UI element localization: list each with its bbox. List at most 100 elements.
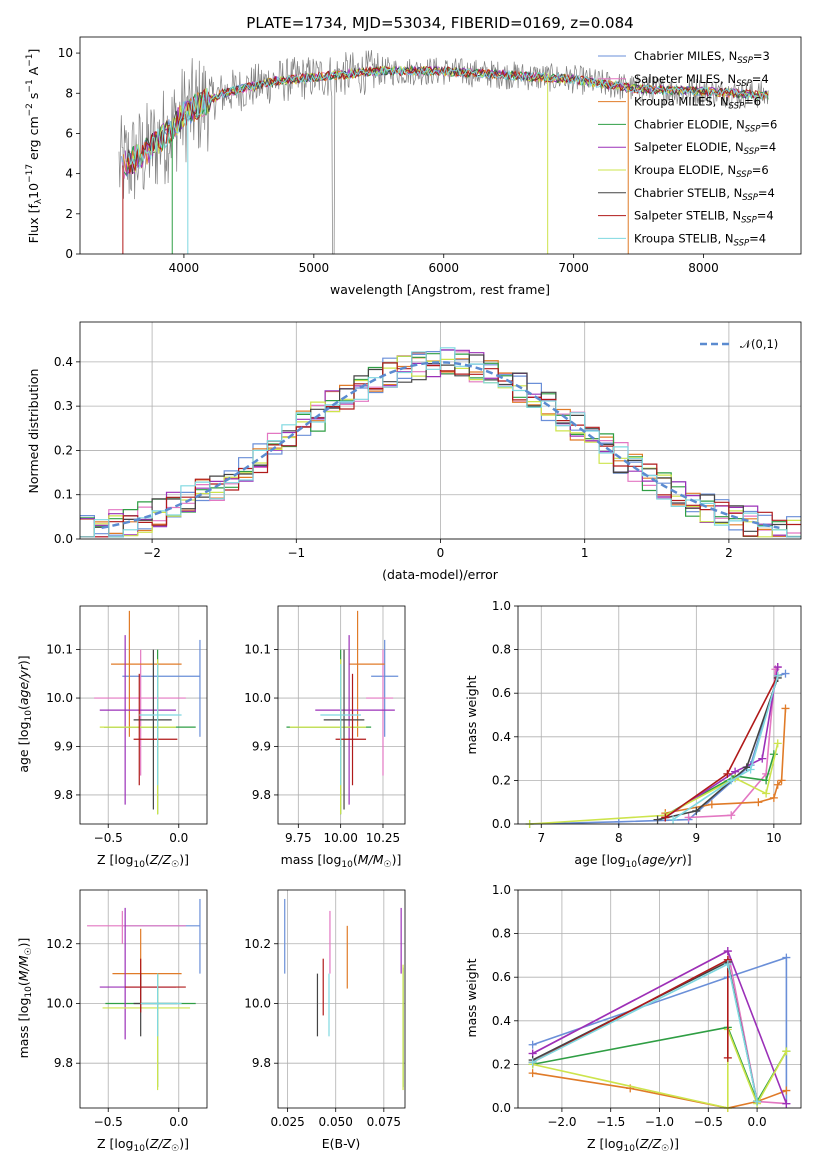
y-tick-label: 10.2 bbox=[46, 937, 73, 951]
y-tick-label: 4 bbox=[65, 167, 73, 181]
y-tick-label: 0.2 bbox=[54, 443, 73, 457]
x-tick-label: 0.0 bbox=[169, 831, 188, 845]
histogram-step bbox=[80, 352, 801, 538]
x-tick-label: 0 bbox=[437, 546, 445, 560]
agemass-xlabel: mass [log10(M/M☉)] bbox=[281, 852, 402, 870]
x-tick-label: −1 bbox=[287, 546, 305, 560]
y-tick-label: 0.2 bbox=[492, 1057, 511, 1071]
mwZ-ylabel: mass weight bbox=[464, 958, 479, 1037]
spectrum-title: PLATE=1734, MJD=53034, FIBERID=0169, z=0… bbox=[246, 14, 633, 32]
mass-weight-marker bbox=[782, 1086, 791, 1095]
x-tick-label: 8 bbox=[615, 831, 623, 845]
mass-weight-marker bbox=[754, 798, 763, 807]
y-tick-label: 0.8 bbox=[492, 927, 511, 941]
spectrum-model-traces bbox=[121, 65, 769, 254]
mass-weight-marker bbox=[773, 671, 782, 680]
y-tick-label: 9.8 bbox=[252, 1056, 271, 1070]
legend-label: Chabrier STELIB, NSSP=4 bbox=[634, 186, 775, 203]
spectrum-ylabel: Flux [fλ10−17 erg cm−2 s−1 A−1] bbox=[25, 49, 44, 244]
mass-weight-marker bbox=[723, 960, 732, 969]
y-tick-label: 10.2 bbox=[244, 937, 271, 951]
normal-legend-label: 𝒩(0,1) bbox=[740, 337, 778, 351]
y-tick-label: 10.1 bbox=[46, 643, 73, 657]
x-tick-label: −0.5 bbox=[94, 831, 123, 845]
x-tick-label: −1.0 bbox=[645, 1115, 674, 1129]
massweight-vs-Z-panel: −2.0 −1.5 −1.0 −0.5 0.0 0.0 0.2 0.4 0.6 0.8 1.0 bbox=[492, 883, 802, 1129]
mwage-xlabel: age [log10(age/yr)] bbox=[574, 852, 691, 870]
y-tick-label: 8 bbox=[65, 86, 73, 100]
x-tick-label: 10 bbox=[766, 831, 781, 845]
mass-weight-marker bbox=[762, 789, 771, 798]
y-tick-label: 0.4 bbox=[492, 730, 511, 744]
mass-vs-Z-panel: −0.5 0.0 9.8 10.0 10.2 bbox=[46, 889, 208, 1129]
y-tick-label: 0.2 bbox=[492, 773, 511, 787]
ageZ-xlabel: Z [log10(Z/Z☉)] bbox=[97, 852, 189, 870]
massZ-ylabel: mass [log10(M/M☉)] bbox=[16, 938, 34, 1059]
axes-frame bbox=[277, 889, 406, 1109]
mass-weight-marker bbox=[727, 811, 736, 820]
residual-axes: −2 −1 0 1 2 0.0 0.1 0.2 0.3 0.4 bbox=[54, 321, 802, 560]
x-tick-label: 1 bbox=[581, 546, 589, 560]
x-tick-label: 2 bbox=[725, 546, 733, 560]
mass-weight-marker bbox=[707, 800, 716, 809]
y-tick-label: 1.0 bbox=[492, 599, 511, 613]
normal-curve bbox=[101, 361, 780, 530]
mass-weight-marker bbox=[782, 953, 791, 962]
axes-frame bbox=[79, 605, 208, 825]
spectrum-legend: Chabrier MILES, NSSP=3 Salpeter MILES, NS… bbox=[598, 49, 777, 248]
x-tick-label: 7000 bbox=[558, 261, 589, 275]
legend-label: Salpeter STELIB, NSSP=4 bbox=[634, 209, 774, 226]
mass-weight-marker bbox=[769, 793, 778, 802]
legend-label: Salpeter MILES, NSSP=4 bbox=[634, 72, 769, 89]
mass-weight-marker bbox=[782, 1099, 791, 1108]
legend-label: Chabrier MILES, NSSP=3 bbox=[634, 49, 770, 66]
y-tick-label: 0.0 bbox=[54, 532, 73, 546]
axes-frame bbox=[79, 36, 802, 255]
residual-legend: 𝒩(0,1) bbox=[700, 337, 778, 351]
y-tick-label: 9.9 bbox=[252, 739, 271, 753]
mass-weight-marker bbox=[661, 813, 670, 822]
x-tick-label: 0.0 bbox=[169, 1115, 188, 1129]
x-tick-label: 7 bbox=[537, 831, 545, 845]
y-tick-label: 0.3 bbox=[54, 399, 73, 413]
y-tick-label: 2 bbox=[65, 207, 73, 221]
x-tick-label: 5000 bbox=[299, 261, 330, 275]
massebv-xlabel: E(B-V) bbox=[322, 1136, 361, 1151]
x-tick-label: 0.050 bbox=[319, 1115, 353, 1129]
x-tick-label: −0.5 bbox=[94, 1115, 123, 1129]
x-tick-label: 0.075 bbox=[367, 1115, 401, 1129]
y-tick-label: 10.0 bbox=[244, 996, 271, 1010]
legend-label: Salpeter ELODIE, NSSP=4 bbox=[634, 140, 776, 157]
x-tick-label: −2 bbox=[143, 546, 161, 560]
mass-weight-marker bbox=[781, 669, 790, 678]
axes-frame bbox=[79, 889, 208, 1109]
y-tick-label: 9.8 bbox=[54, 788, 73, 802]
y-tick-label: 0.4 bbox=[54, 355, 73, 369]
spectrum-xlabel: wavelength [Angstrom, rest frame] bbox=[330, 282, 550, 297]
mass-weight-marker bbox=[684, 813, 693, 822]
mass-weight-marker bbox=[773, 780, 782, 789]
y-tick-label: 10.0 bbox=[46, 996, 73, 1010]
x-tick-label: 8000 bbox=[688, 261, 719, 275]
axes-frame bbox=[277, 605, 406, 825]
mass-weight-marker bbox=[773, 739, 782, 748]
mwZ-xlabel: Z [log10(Z/Z☉)] bbox=[587, 1136, 679, 1154]
mass-weight-line bbox=[664, 753, 775, 816]
y-tick-label: 0.0 bbox=[492, 817, 511, 831]
mass-weight-marker bbox=[528, 1040, 537, 1049]
age-vs-mass-panel: 9.75 10.00 10.25 9.8 9.9 10.0 10.1 bbox=[244, 605, 406, 845]
mass-weight-marker bbox=[753, 1097, 762, 1106]
mass-weight-marker bbox=[723, 769, 732, 778]
mass-weight-marker bbox=[777, 776, 786, 785]
mass-weight-marker bbox=[781, 704, 790, 713]
mass-weight-line bbox=[657, 677, 779, 821]
ageZ-ylabel: age [log10(age/yr)] bbox=[16, 655, 34, 772]
mass-weight-marker bbox=[782, 1047, 791, 1056]
y-tick-label: 1.0 bbox=[492, 883, 511, 897]
y-tick-label: 10.0 bbox=[244, 691, 271, 705]
mass-weight-line bbox=[672, 675, 779, 821]
x-tick-label: 9.75 bbox=[285, 831, 312, 845]
y-tick-label: 0.4 bbox=[492, 1014, 511, 1028]
mass-weight-marker bbox=[692, 806, 701, 815]
residual-xlabel: (data-model)/error bbox=[382, 567, 499, 582]
